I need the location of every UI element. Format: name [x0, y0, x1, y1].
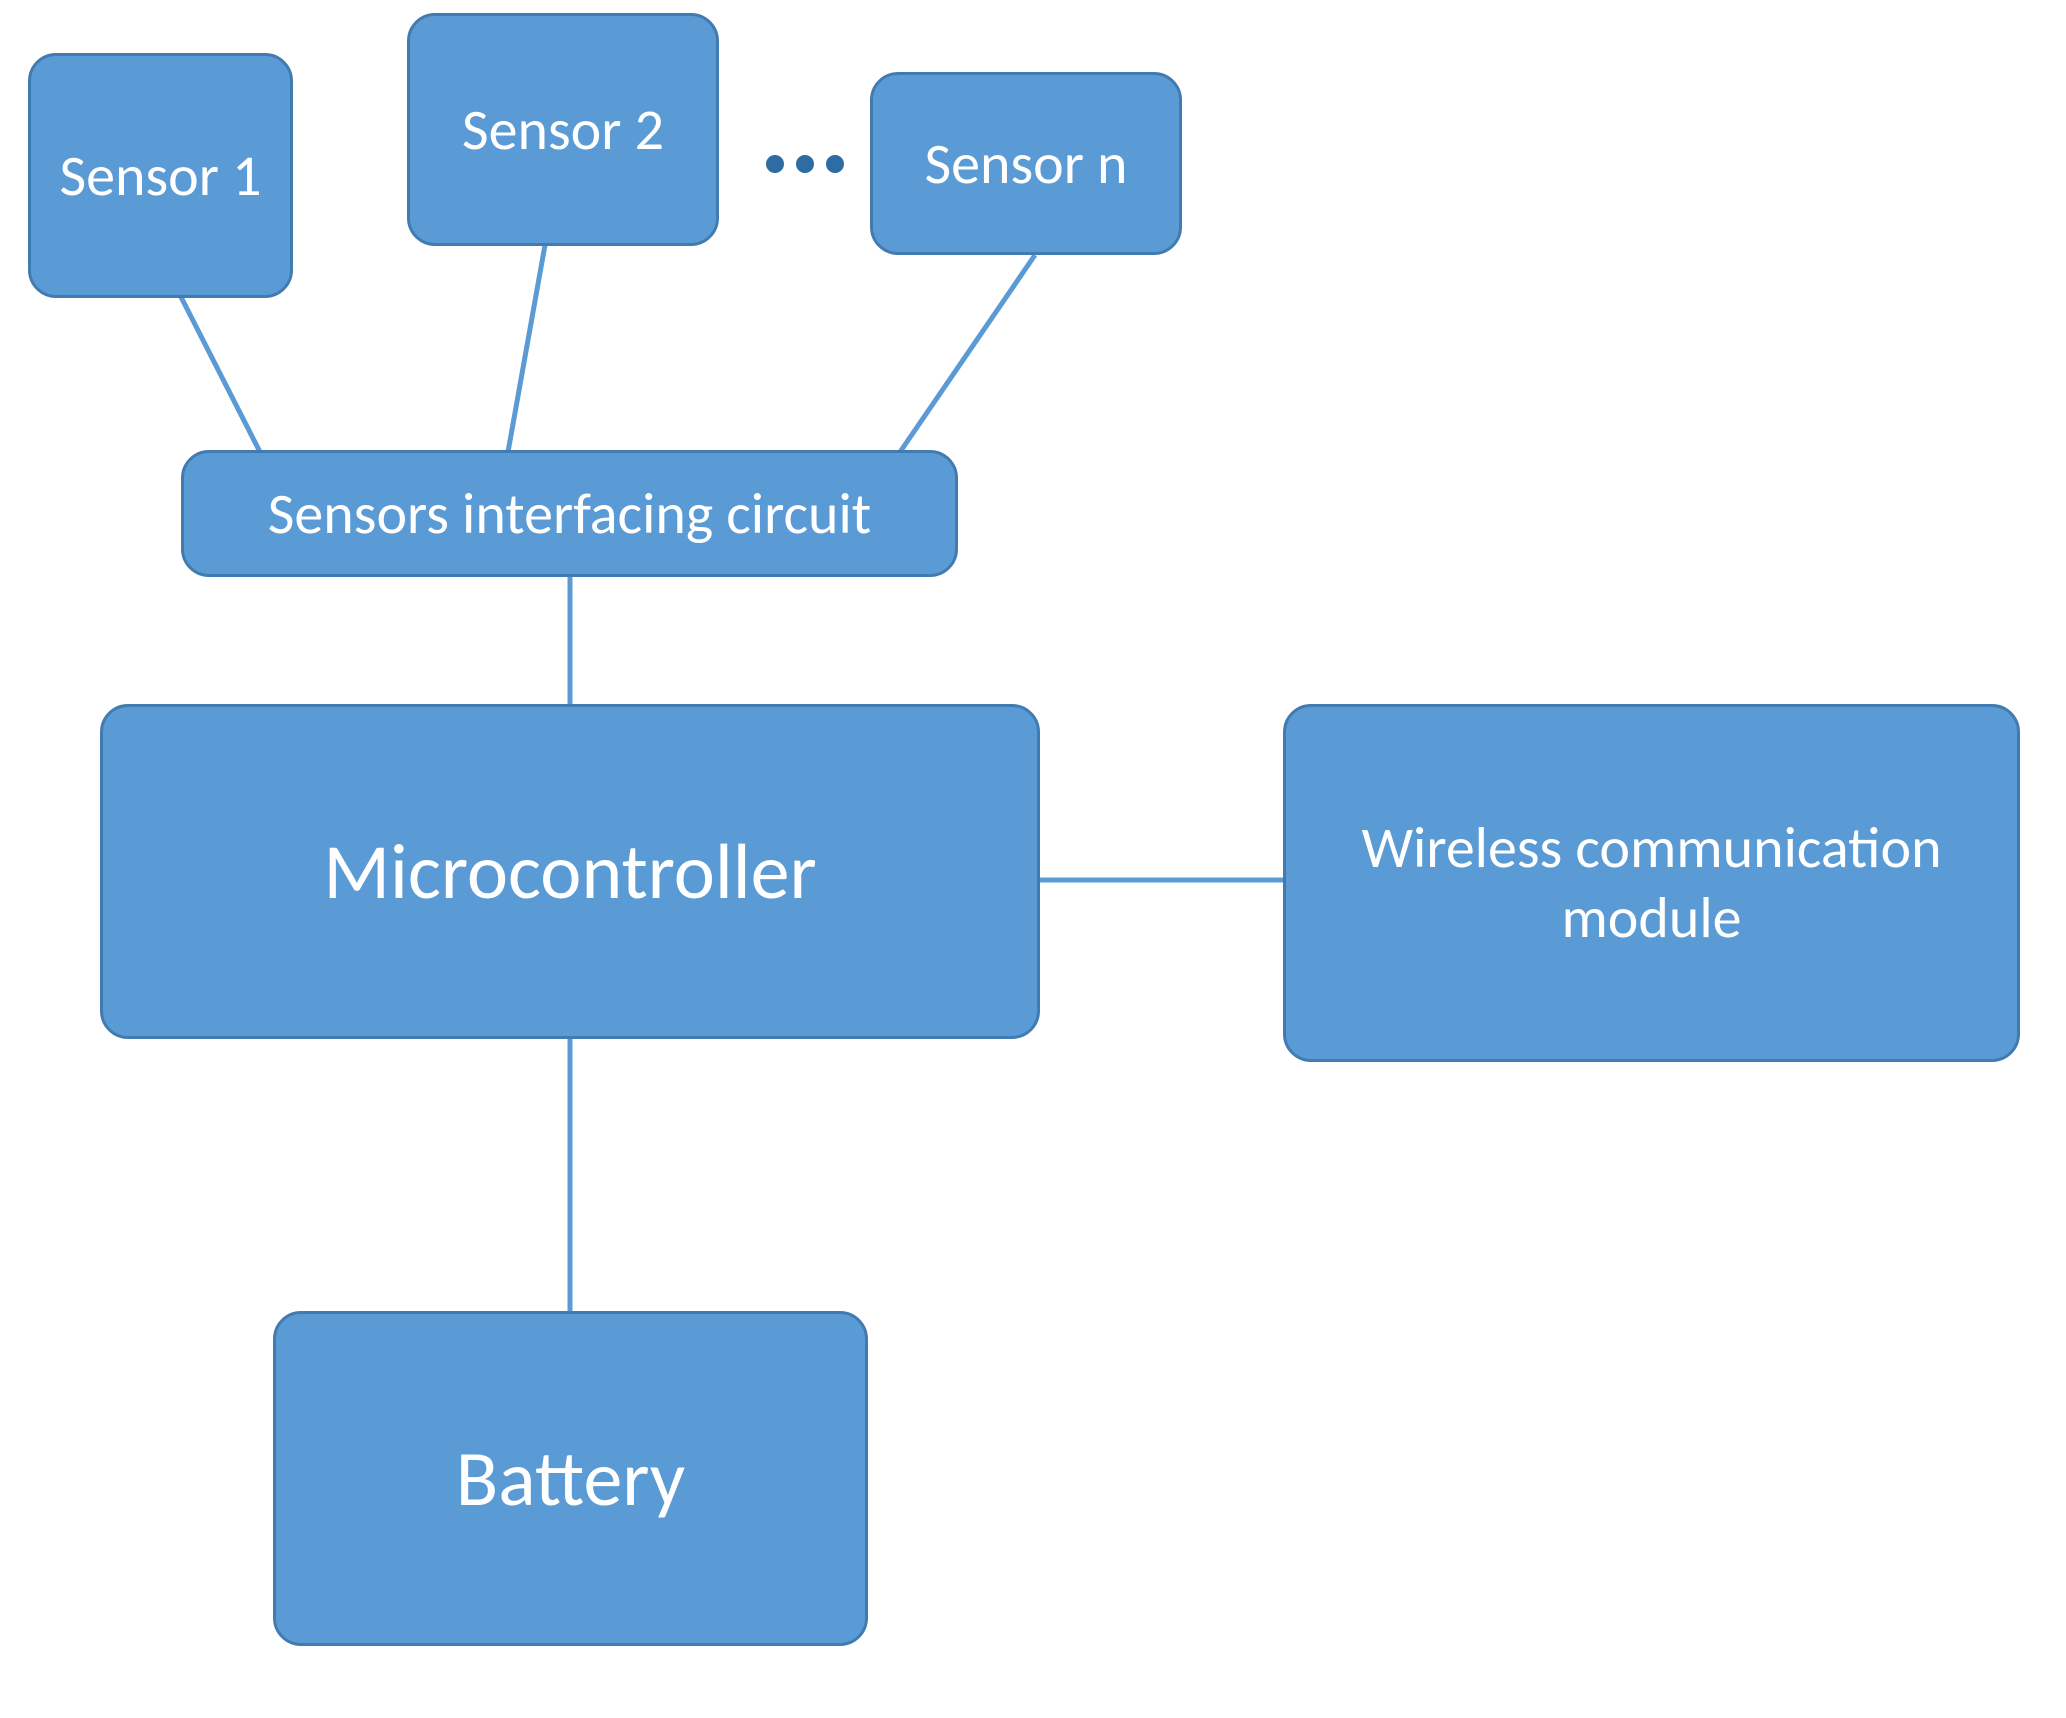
node-interfacing-circuit-label: Sensors interfacing circuit	[268, 479, 871, 549]
ellipsis-icon	[766, 155, 844, 173]
node-wireless-module-label: Wireless communication module	[1306, 813, 1997, 952]
node-sensor-2-label: Sensor 2	[462, 95, 664, 165]
diagram-container: Sensor 1 Sensor 2 Sensor n Sensors inter…	[0, 0, 2066, 1718]
node-sensor-n: Sensor n	[870, 72, 1182, 255]
node-sensor-n-label: Sensor n	[924, 129, 1127, 199]
node-battery: Battery	[273, 1311, 868, 1646]
node-wireless-module: Wireless communication module	[1283, 704, 2020, 1062]
node-sensor-1-label: Sensor 1	[60, 141, 262, 211]
ellipsis-dot	[796, 155, 814, 173]
node-microcontroller-label: Microcontroller	[323, 825, 816, 919]
node-interfacing-circuit: Sensors interfacing circuit	[181, 450, 958, 577]
ellipsis-dot	[826, 155, 844, 173]
ellipsis-dot	[766, 155, 784, 173]
node-microcontroller: Microcontroller	[100, 704, 1040, 1039]
node-sensor-1: Sensor 1	[28, 53, 293, 298]
node-battery-label: Battery	[456, 1432, 685, 1526]
node-sensor-2: Sensor 2	[407, 13, 719, 246]
